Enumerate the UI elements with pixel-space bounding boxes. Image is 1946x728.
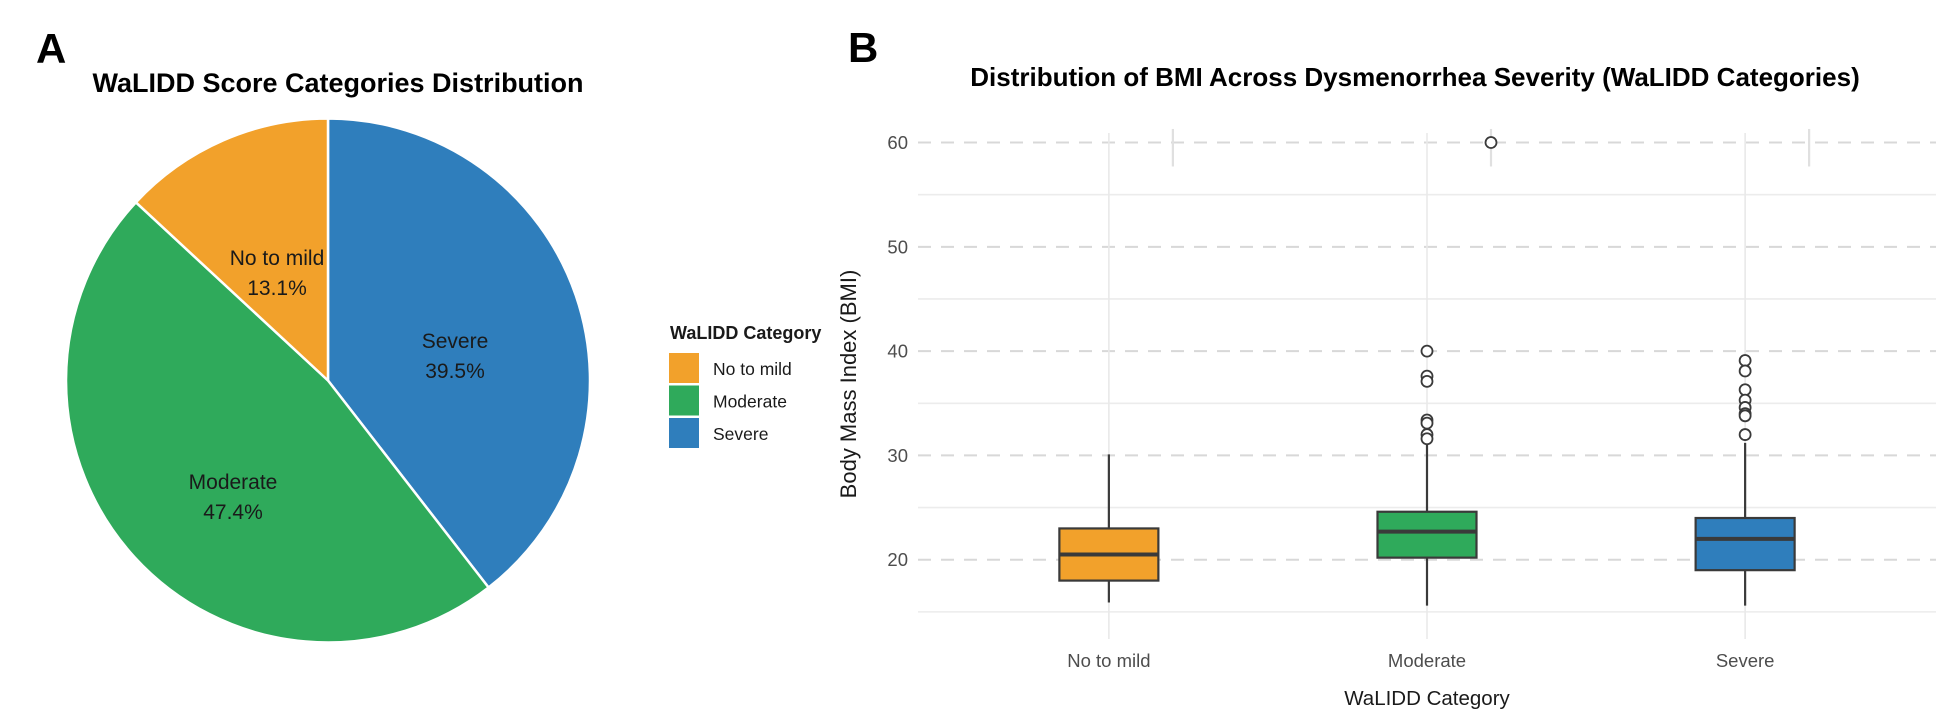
y-tick-label-40: 40 bbox=[887, 341, 908, 362]
pie-chart-title: WaLIDD Score Categories Distribution bbox=[92, 68, 583, 98]
pie-chart bbox=[64, 117, 592, 644]
pie-slice-labels: Severe 39.5% Moderate 47.4% No to mild 13.1% bbox=[189, 247, 489, 524]
outlier-point-severe-38.1 bbox=[1738, 364, 1752, 378]
y-tick-label-60: 60 bbox=[887, 132, 908, 153]
pie-legend-title: WaLIDD Category bbox=[670, 323, 821, 343]
pie-slice-severe bbox=[326, 117, 592, 590]
legend-swatch-moderate bbox=[669, 385, 699, 416]
outlier-point-severe-33.8 bbox=[1738, 409, 1752, 423]
boxplot-plot-area: 20 30 40 50 60 No to mild Moderate Severe bbox=[887, 128, 1936, 671]
y-tick-label-20: 20 bbox=[887, 549, 908, 570]
pie-slice-pct-no-to-mild: 13.1% bbox=[247, 277, 307, 300]
x-axis-title: WaLIDD Category bbox=[1344, 687, 1510, 710]
boxplot-box-severe bbox=[1694, 516, 1796, 572]
boxplot-title: Distribution of BMI Across Dysmenorrhea … bbox=[970, 62, 1859, 92]
legend-label-severe: Severe bbox=[713, 424, 768, 444]
pie-slice-no-to-mild bbox=[134, 117, 330, 384]
legend-swatch-severe bbox=[669, 418, 699, 448]
panel-a: A WaLIDD Score Categories Distribution S… bbox=[36, 25, 821, 644]
pie-slice-pct-moderate: 47.4% bbox=[203, 501, 263, 524]
legend-label-no-to-mild: No to mild bbox=[713, 359, 792, 379]
x-tick-label-moderate: Moderate bbox=[1388, 650, 1466, 671]
panel-b: B Distribution of BMI Across Dysmenorrhe… bbox=[836, 24, 1936, 710]
x-tick-label-no-to-mild: No to mild bbox=[1067, 650, 1150, 671]
legend-label-moderate: Moderate bbox=[713, 392, 787, 412]
outlier-point-moderate-60 bbox=[1484, 136, 1498, 149]
boxplot-box-moderate bbox=[1376, 510, 1478, 559]
outlier-point-moderate-37.1 bbox=[1420, 374, 1434, 388]
pie-slice-name-no-to-mild: No to mild bbox=[230, 247, 325, 270]
outlier-point-severe-36.3 bbox=[1738, 383, 1752, 397]
outlier-point-severe-39.1 bbox=[1738, 354, 1752, 367]
y-tick-label-30: 30 bbox=[887, 445, 908, 466]
pie-slice-pct-severe: 39.5% bbox=[425, 360, 485, 383]
pie-legend: WaLIDD Category No to mild Moderate Seve… bbox=[669, 323, 821, 448]
x-tick-label-severe: Severe bbox=[1716, 650, 1775, 671]
pie-slice-name-moderate: Moderate bbox=[189, 471, 278, 494]
panel-b-label: B bbox=[848, 24, 878, 71]
outlier-point-moderate-31.6 bbox=[1420, 432, 1434, 446]
panel-a-label: A bbox=[36, 25, 66, 72]
outlier-point-moderate-40 bbox=[1420, 344, 1434, 358]
pie-slice-moderate bbox=[64, 200, 491, 644]
y-axis-title: Body Mass Index (BMI) bbox=[836, 270, 861, 499]
pie-slice-name-severe: Severe bbox=[422, 330, 489, 353]
legend-swatch-no-to-mild bbox=[669, 353, 699, 383]
outlier-point-severe-32 bbox=[1738, 428, 1752, 441]
outlier-point-moderate-33.1 bbox=[1420, 416, 1434, 430]
y-tick-label-50: 50 bbox=[887, 236, 908, 257]
